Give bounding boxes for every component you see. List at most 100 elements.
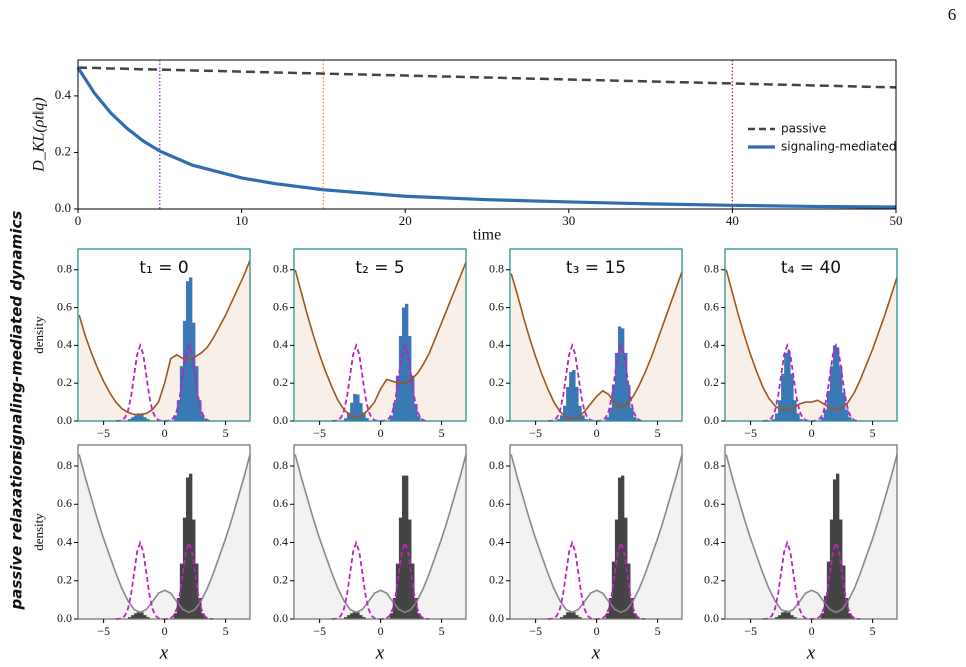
histogram-bar <box>392 597 397 619</box>
potential-fill <box>511 454 682 619</box>
x-tick-label: 5 <box>439 426 445 440</box>
histogram-bar <box>389 613 394 619</box>
histogram-bar <box>176 597 181 619</box>
y-tick-label: 0.4 <box>489 337 504 351</box>
page-number: 6 <box>948 5 957 24</box>
histogram-bar <box>356 394 360 421</box>
y-tick-label: 0.8 <box>489 262 504 276</box>
x-tick-label: 0 <box>378 426 384 440</box>
y-tick-label: 0.6 <box>489 496 504 510</box>
y-tick-label: 0.2 <box>489 375 504 389</box>
histogram-bar <box>836 347 840 421</box>
potential-line <box>294 454 467 614</box>
x-axis-label: x <box>806 642 816 663</box>
histogram-bar <box>143 417 147 421</box>
histogram-bar <box>556 419 561 421</box>
histogram-bar <box>362 412 366 421</box>
histogram-bar <box>128 617 132 619</box>
histogram-bar <box>356 612 360 619</box>
x-tick-label: 0 <box>594 624 600 638</box>
y-tick-label: 0.2 <box>55 143 71 158</box>
histogram-bar <box>796 413 800 421</box>
series-line <box>76 66 897 209</box>
panel-title: t₃ = 15 <box>566 258 626 278</box>
histogram-bar <box>350 402 354 421</box>
y-axis-label: density <box>31 316 46 354</box>
x-tick-label: 10 <box>235 213 248 228</box>
y-tick-label: 0.0 <box>489 611 504 625</box>
histogram-bar <box>395 563 400 619</box>
histogram-bar <box>398 335 403 421</box>
histogram-bar <box>787 612 791 619</box>
histogram-bar <box>198 400 202 421</box>
histogram-bar <box>362 617 366 619</box>
panel-frame <box>509 248 683 422</box>
y-tick-label: 0.0 <box>273 413 288 427</box>
x-tick-label: 0 <box>594 426 600 440</box>
x-tick-label: 5 <box>655 624 661 638</box>
y-tick-label: 0.0 <box>57 413 72 427</box>
histogram-bar <box>778 400 782 421</box>
histogram-bar <box>566 386 570 421</box>
histogram-bar <box>578 617 582 619</box>
histogram-bar <box>392 403 397 421</box>
histogram-bar <box>408 335 412 421</box>
histogram-bar <box>566 612 570 619</box>
y-tick-label: 0.4 <box>704 534 719 548</box>
y-tick-label: 0.4 <box>57 337 72 351</box>
histogram-bar <box>614 352 619 421</box>
histogram-bar <box>137 611 141 619</box>
y-tick-label: 0.2 <box>704 375 719 389</box>
panel-frame <box>293 444 467 620</box>
histogram-bar <box>131 615 135 619</box>
histogram-bar <box>630 407 634 421</box>
histogram-bar <box>820 417 825 421</box>
plot-frame <box>77 59 897 210</box>
histogram-bar <box>395 375 400 421</box>
histogram-bar <box>581 415 585 421</box>
histogram-bar <box>775 413 779 421</box>
histogram-bar <box>793 400 797 421</box>
histogram-bar <box>201 613 205 619</box>
histogram-bar <box>823 596 828 619</box>
histogram-bar <box>826 561 831 619</box>
x-tick-label: −5 <box>529 624 542 638</box>
y-tick-label: 0.8 <box>704 458 719 472</box>
x-tick-label: −5 <box>529 426 542 440</box>
histogram-bar <box>569 611 573 619</box>
histogram-bar <box>605 613 610 619</box>
histogram-bar <box>781 373 785 421</box>
histogram-bar <box>350 613 354 619</box>
histogram-bar <box>823 409 828 421</box>
histogram-bar <box>365 418 369 421</box>
histogram-bar <box>569 371 573 421</box>
y-tick-label: 0.0 <box>489 413 504 427</box>
x-tick-label: 30 <box>562 213 575 228</box>
histogram-bar <box>405 303 409 421</box>
x-axis-label: x <box>159 642 169 663</box>
x-tick-label: 40 <box>726 213 739 228</box>
potential-line <box>294 261 467 419</box>
histogram-bar <box>179 563 184 619</box>
histogram-bar <box>146 617 150 619</box>
y-tick-label: 0.6 <box>704 299 719 313</box>
y-axis-label: D_KL(ρt‖q) <box>31 97 48 172</box>
histogram-bar <box>608 407 613 421</box>
y-tick-label: 0.0 <box>57 611 72 625</box>
histogram-bar <box>398 517 403 619</box>
histogram-bar <box>143 615 147 619</box>
histogram-bar <box>820 613 825 619</box>
histogram-bar <box>563 615 567 619</box>
histogram-bar <box>560 415 564 421</box>
histogram-bar <box>630 597 634 619</box>
x-axis-label: x <box>591 642 601 663</box>
x-tick-label: −5 <box>313 426 326 440</box>
histogram-bar <box>826 390 831 421</box>
y-tick-label: 0.2 <box>273 375 288 389</box>
potential-fill <box>79 260 251 421</box>
histogram-bar <box>173 415 178 421</box>
histogram-bar <box>778 615 782 619</box>
potential-line <box>78 454 251 614</box>
histogram-bar <box>146 419 150 421</box>
histogram-bar <box>131 417 135 421</box>
